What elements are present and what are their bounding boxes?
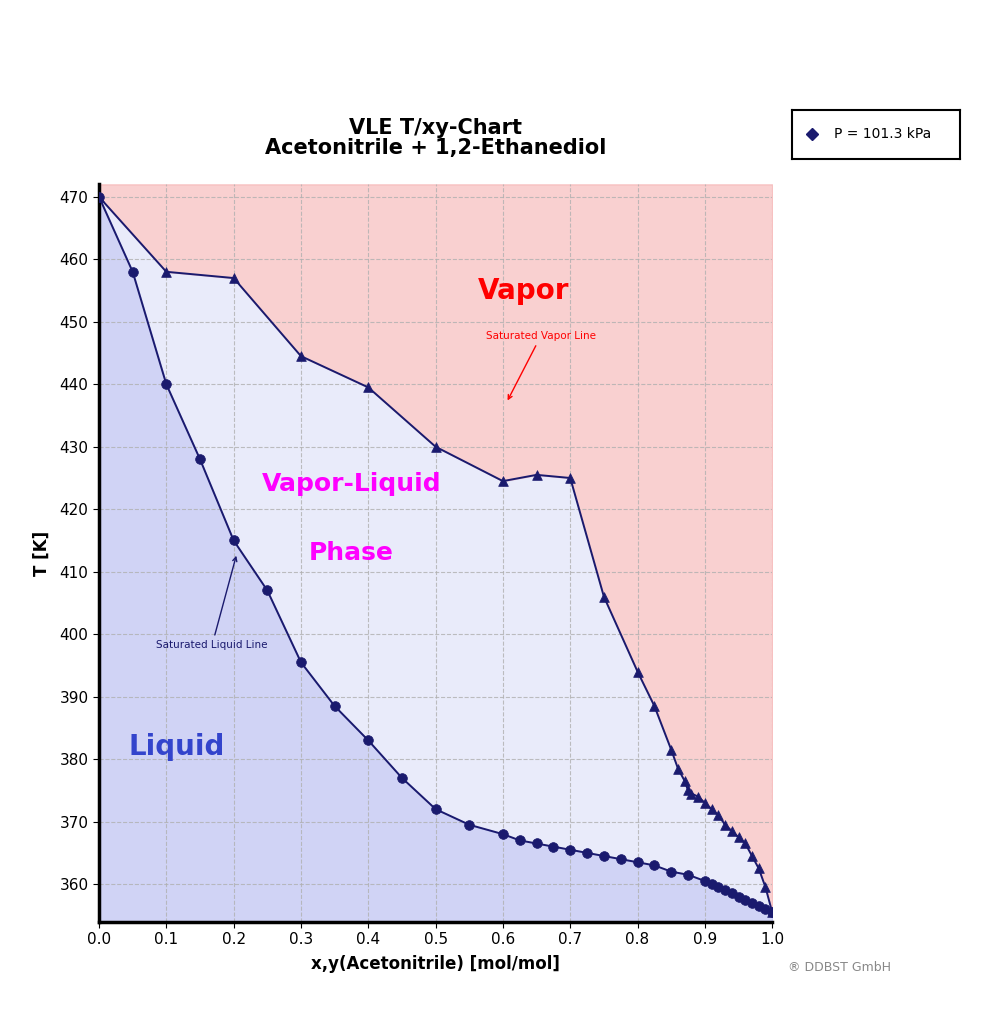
- Point: [293, 654, 309, 671]
- Text: VLE T/xy-Chart: VLE T/xy-Chart: [349, 118, 522, 138]
- Y-axis label: T [K]: T [K]: [33, 530, 51, 575]
- Point: [630, 854, 645, 870]
- Point: [192, 451, 208, 467]
- Text: Phase: Phase: [309, 541, 394, 565]
- Point: [764, 904, 780, 921]
- Point: [704, 876, 720, 892]
- Point: [360, 732, 376, 749]
- Point: [646, 857, 662, 873]
- Point: [690, 788, 706, 805]
- Point: [428, 438, 444, 455]
- Point: [91, 188, 107, 205]
- Text: Acetonitrile + 1,2-Ethanediol: Acetonitrile + 1,2-Ethanediol: [265, 138, 606, 159]
- Point: [724, 886, 740, 902]
- Point: [757, 879, 773, 895]
- Point: [125, 263, 141, 280]
- Point: [697, 872, 713, 889]
- Point: [680, 866, 696, 883]
- Point: [711, 807, 727, 823]
- Point: [630, 664, 645, 680]
- Point: [596, 589, 612, 605]
- Point: [697, 795, 713, 811]
- Text: Vapor: Vapor: [477, 276, 569, 304]
- Point: [293, 348, 309, 365]
- Point: [757, 901, 773, 918]
- X-axis label: x,y(Acetonitrile) [mol/mol]: x,y(Acetonitrile) [mol/mol]: [311, 955, 560, 974]
- Point: [683, 785, 699, 802]
- Point: [711, 879, 727, 895]
- Point: [717, 882, 733, 898]
- Text: Vapor-Liquid: Vapor-Liquid: [261, 472, 442, 497]
- Point: [704, 801, 720, 817]
- Point: [394, 770, 410, 786]
- Point: [744, 848, 760, 864]
- Point: [738, 836, 753, 852]
- Point: [646, 697, 662, 714]
- Point: [724, 823, 740, 840]
- Point: [663, 741, 679, 758]
- Point: [91, 188, 107, 205]
- Point: [738, 892, 753, 908]
- Point: [529, 467, 545, 483]
- Point: [663, 863, 679, 880]
- Point: [545, 839, 561, 855]
- Text: Liquid: Liquid: [129, 732, 225, 761]
- Point: [596, 848, 612, 864]
- Point: [495, 826, 511, 843]
- Point: [495, 473, 511, 489]
- Point: [731, 829, 746, 846]
- Point: [579, 845, 595, 861]
- Text: ® DDBST GmbH: ® DDBST GmbH: [788, 962, 891, 974]
- Point: [717, 816, 733, 833]
- Point: [750, 860, 766, 877]
- Point: [731, 889, 746, 905]
- Point: [259, 583, 275, 599]
- Point: [327, 697, 343, 714]
- Point: [750, 898, 766, 914]
- Point: [562, 842, 578, 858]
- Point: [461, 816, 477, 833]
- Text: P = 101.3 kPa: P = 101.3 kPa: [834, 127, 932, 141]
- Point: [360, 379, 376, 395]
- Point: [428, 801, 444, 817]
- Point: [744, 895, 760, 911]
- Point: [529, 836, 545, 852]
- Point: [613, 851, 629, 867]
- Point: [562, 470, 578, 486]
- Point: [226, 270, 242, 287]
- Point: [670, 761, 686, 777]
- Point: [158, 376, 174, 392]
- Point: [158, 263, 174, 280]
- Text: Saturated Vapor Line: Saturated Vapor Line: [486, 331, 596, 399]
- Point: [512, 833, 528, 849]
- Point: [764, 904, 780, 921]
- Point: [677, 773, 693, 790]
- Text: Saturated Liquid Line: Saturated Liquid Line: [156, 557, 267, 650]
- Point: [226, 532, 242, 549]
- Point: [680, 782, 696, 799]
